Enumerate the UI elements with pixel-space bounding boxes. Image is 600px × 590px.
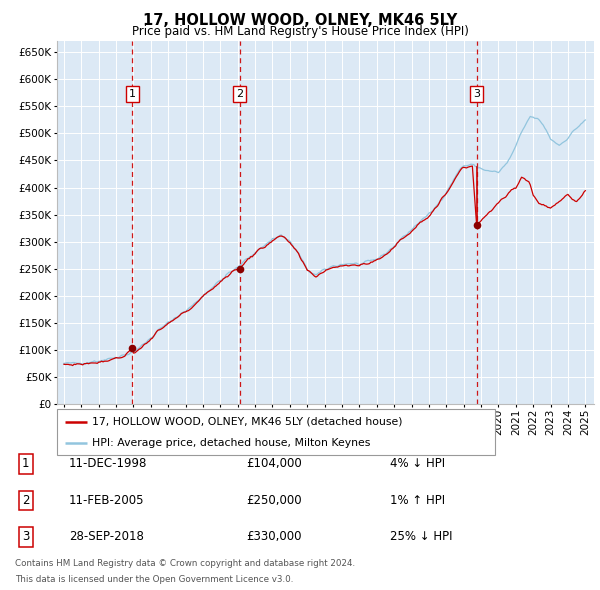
Text: 1: 1 [22,457,29,470]
Text: 2: 2 [236,89,244,99]
Text: 17, HOLLOW WOOD, OLNEY, MK46 5LY: 17, HOLLOW WOOD, OLNEY, MK46 5LY [143,13,457,28]
FancyBboxPatch shape [57,409,495,455]
Text: 1: 1 [129,89,136,99]
Text: £104,000: £104,000 [246,457,302,470]
Text: 17, HOLLOW WOOD, OLNEY, MK46 5LY (detached house): 17, HOLLOW WOOD, OLNEY, MK46 5LY (detach… [92,417,403,427]
Text: 4% ↓ HPI: 4% ↓ HPI [390,457,445,470]
Text: 11-FEB-2005: 11-FEB-2005 [69,494,145,507]
Text: 25% ↓ HPI: 25% ↓ HPI [390,530,452,543]
Text: 2: 2 [22,494,29,507]
Text: This data is licensed under the Open Government Licence v3.0.: This data is licensed under the Open Gov… [15,575,293,584]
Text: Price paid vs. HM Land Registry's House Price Index (HPI): Price paid vs. HM Land Registry's House … [131,25,469,38]
Text: 3: 3 [22,530,29,543]
Text: Contains HM Land Registry data © Crown copyright and database right 2024.: Contains HM Land Registry data © Crown c… [15,559,355,568]
Text: 28-SEP-2018: 28-SEP-2018 [69,530,144,543]
Text: HPI: Average price, detached house, Milton Keynes: HPI: Average price, detached house, Milt… [92,438,370,448]
Text: 1% ↑ HPI: 1% ↑ HPI [390,494,445,507]
Text: £330,000: £330,000 [246,530,302,543]
Text: 11-DEC-1998: 11-DEC-1998 [69,457,148,470]
Text: £250,000: £250,000 [246,494,302,507]
Text: 3: 3 [473,89,480,99]
